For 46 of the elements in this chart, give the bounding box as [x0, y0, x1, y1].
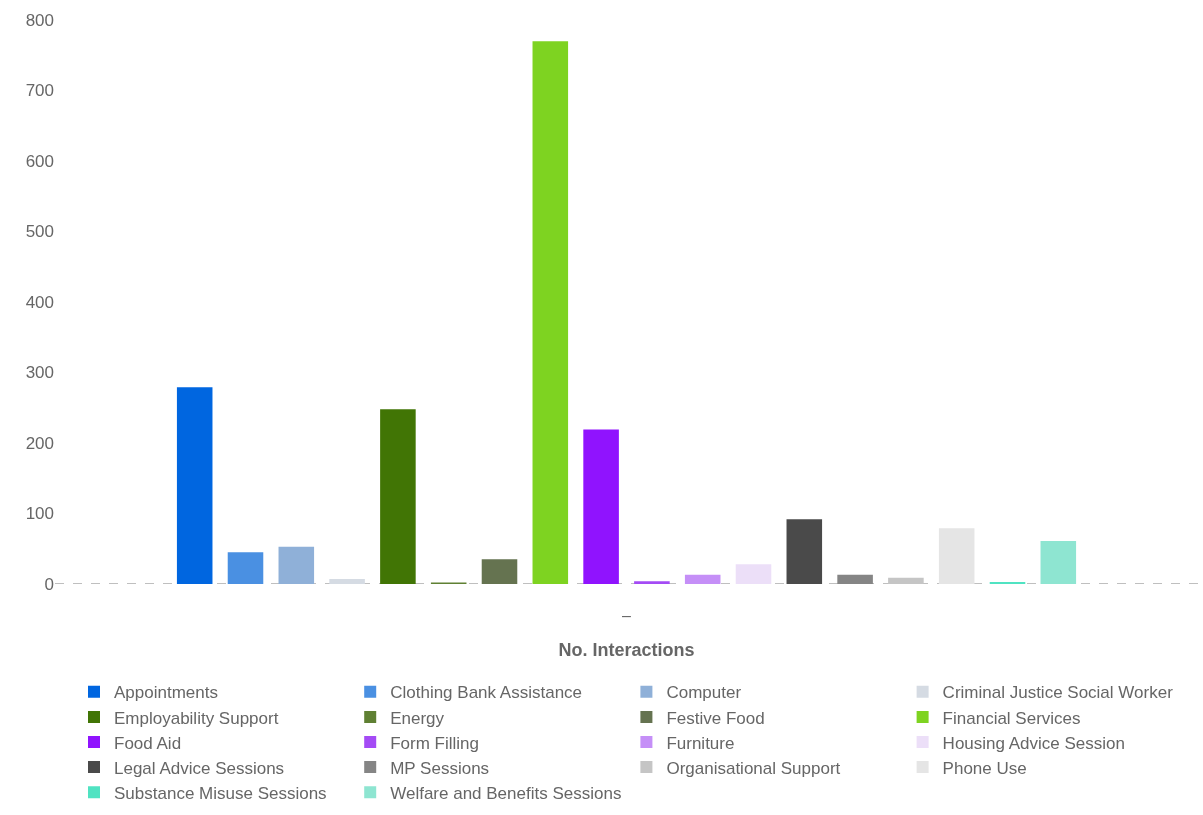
bar	[278, 546, 315, 584]
legend-label: Organisational Support	[666, 758, 841, 778]
y-tick-label: 800	[25, 10, 54, 30]
legend-label: Festive Food	[666, 708, 765, 728]
bar	[176, 387, 213, 584]
legend-label: Legal Advice Sessions	[114, 758, 285, 778]
y-tick-label: 200	[25, 433, 54, 453]
y-tick-label: 600	[25, 151, 54, 171]
legend-label: Clothing Bank Assistance	[390, 683, 583, 703]
bar	[989, 581, 1026, 584]
legend-label: Food Aid	[114, 733, 182, 753]
legend-label: Employability Support	[114, 708, 279, 728]
legend-label: Appointments	[114, 683, 218, 703]
legend-label: Welfare and Benefits Sessions	[390, 783, 622, 803]
y-tick-label: 400	[25, 292, 54, 312]
legend-label: Financial Services	[942, 708, 1081, 728]
bar	[888, 577, 924, 584]
bar	[532, 41, 569, 584]
bar	[583, 429, 619, 584]
bar	[735, 564, 772, 584]
bar	[1040, 541, 1077, 584]
x-axis-title: No. Interactions	[558, 640, 695, 661]
legend-label: MP Sessions	[390, 758, 490, 778]
bar	[227, 552, 264, 584]
bar	[380, 409, 416, 584]
y-tick-label: 100	[25, 504, 54, 524]
y-tick-label: 500	[25, 222, 54, 242]
legend-label: Energy	[390, 708, 445, 728]
legend-label: Form Filling	[390, 733, 479, 753]
y-tick-label: 300	[25, 363, 54, 383]
y-tick-label: 700	[25, 81, 54, 101]
legend-label: Housing Advice Session	[942, 733, 1125, 753]
x-tick-label: –	[622, 607, 632, 624]
legend-label: Substance Misuse Sessions	[114, 783, 327, 803]
legend-label: Computer	[666, 683, 742, 703]
bar	[837, 574, 873, 584]
bar	[786, 519, 823, 584]
bar	[684, 574, 721, 584]
legend-label: Criminal Justice Social Worker	[942, 683, 1174, 703]
legend-label: Phone Use	[942, 758, 1027, 778]
legend-label: Furniture	[666, 733, 735, 753]
bar	[329, 579, 365, 584]
bar	[938, 528, 975, 584]
bar	[481, 559, 518, 584]
bar	[634, 581, 670, 584]
y-tick-label: 0	[44, 574, 54, 594]
